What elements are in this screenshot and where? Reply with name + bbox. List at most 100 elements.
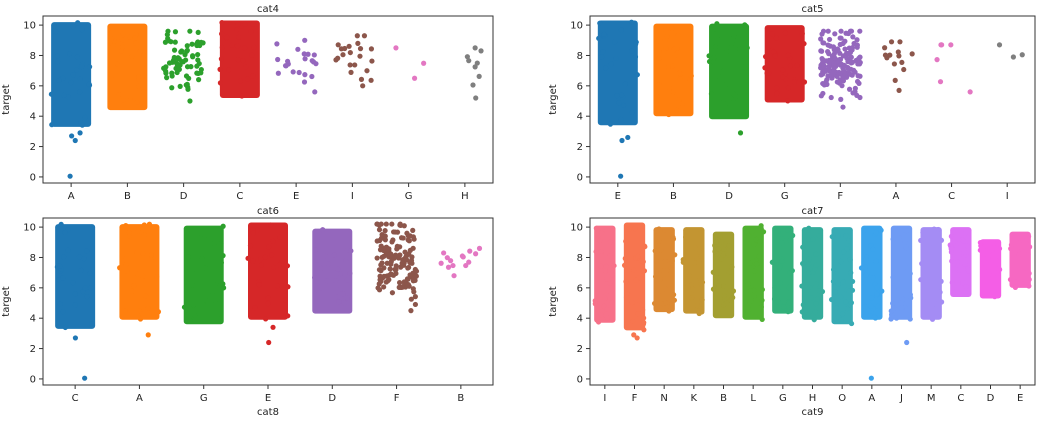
x-axis-label: cat8 — [257, 407, 279, 418]
x-tick: B — [670, 183, 677, 202]
data-point — [990, 252, 996, 258]
data-point — [598, 54, 605, 60]
data-point — [706, 53, 712, 59]
data-point — [337, 286, 343, 292]
data-point — [834, 73, 840, 79]
data-point — [285, 284, 291, 290]
data-point — [75, 20, 81, 26]
data-point — [789, 268, 795, 274]
data-point — [849, 44, 856, 51]
data-point — [141, 232, 147, 238]
data-point — [388, 251, 394, 257]
data-point — [785, 98, 791, 104]
data-point — [413, 268, 420, 274]
data-point — [950, 288, 956, 295]
y-tick: 10 — [570, 21, 590, 32]
data-point — [907, 270, 913, 277]
data-point — [404, 276, 411, 282]
y-tick: 8 — [577, 51, 590, 62]
data-point — [909, 51, 915, 57]
x-tick-label: C — [957, 393, 964, 404]
strip-band-E — [248, 222, 288, 320]
strip-points — [54, 221, 483, 381]
data-point — [711, 54, 717, 61]
x-tick-label: B — [720, 393, 727, 404]
data-point — [996, 266, 1002, 272]
data-point — [692, 245, 698, 251]
y-tick-label: 4 — [30, 112, 36, 123]
data-point — [198, 66, 204, 73]
data-point — [1027, 244, 1033, 250]
data-point — [735, 35, 741, 41]
data-point — [903, 244, 909, 251]
data-point — [937, 289, 943, 295]
data-point — [70, 280, 76, 286]
data-point — [801, 79, 808, 85]
data-point — [757, 239, 763, 245]
data-point — [640, 259, 646, 265]
data-point — [268, 252, 275, 258]
data-point — [600, 49, 606, 55]
data-point — [344, 277, 350, 283]
data-point — [405, 281, 411, 288]
data-point — [746, 233, 752, 239]
x-tick-label: A — [868, 393, 875, 404]
data-point — [342, 45, 348, 52]
data-point — [665, 282, 672, 288]
data-point — [607, 253, 613, 259]
y-tick-label: 0 — [577, 374, 583, 385]
data-point — [127, 97, 134, 104]
data-point — [778, 235, 785, 242]
data-point — [996, 42, 1003, 48]
y-tick-label: 10 — [23, 21, 36, 32]
strip-A — [117, 221, 162, 338]
data-point — [1019, 247, 1025, 253]
data-point — [166, 60, 173, 66]
data-point — [749, 228, 755, 235]
x-tick-label: G — [405, 191, 413, 202]
data-point — [275, 56, 281, 63]
data-point — [802, 310, 808, 316]
data-point — [463, 262, 469, 269]
data-point — [900, 297, 906, 303]
data-point — [378, 262, 384, 268]
data-point — [948, 42, 954, 48]
data-point — [822, 68, 828, 74]
data-point — [714, 21, 720, 27]
data-point — [990, 272, 996, 279]
x-tick-label: O — [838, 393, 846, 404]
data-point — [821, 40, 827, 46]
data-point — [662, 258, 669, 264]
data-point — [631, 267, 637, 273]
x-tick: A — [893, 183, 900, 202]
x-tick: K — [691, 385, 698, 404]
data-point — [347, 62, 353, 68]
data-point — [252, 305, 258, 311]
data-point — [837, 56, 843, 62]
data-point — [620, 102, 627, 109]
data-point — [676, 70, 682, 76]
data-point — [618, 92, 625, 98]
y-tick: 6 — [577, 283, 590, 294]
data-point — [848, 320, 855, 327]
y-tick-label: 6 — [577, 283, 583, 294]
data-point — [656, 226, 662, 232]
data-point — [666, 308, 672, 314]
data-point — [135, 83, 142, 89]
data-point — [406, 238, 412, 244]
x-tick: E — [293, 183, 299, 202]
data-point — [392, 229, 398, 235]
data-point — [388, 258, 394, 265]
data-point — [141, 52, 147, 59]
y-tick: 0 — [577, 374, 590, 385]
data-point — [653, 258, 660, 264]
x-tick: B — [457, 385, 464, 404]
data-point — [124, 268, 130, 274]
data-point — [784, 227, 791, 233]
data-point — [838, 28, 844, 34]
data-point — [775, 286, 781, 292]
data-point — [314, 257, 320, 263]
strip-band-G — [183, 225, 224, 325]
data-point — [920, 308, 927, 314]
y-tick: 2 — [577, 344, 590, 355]
